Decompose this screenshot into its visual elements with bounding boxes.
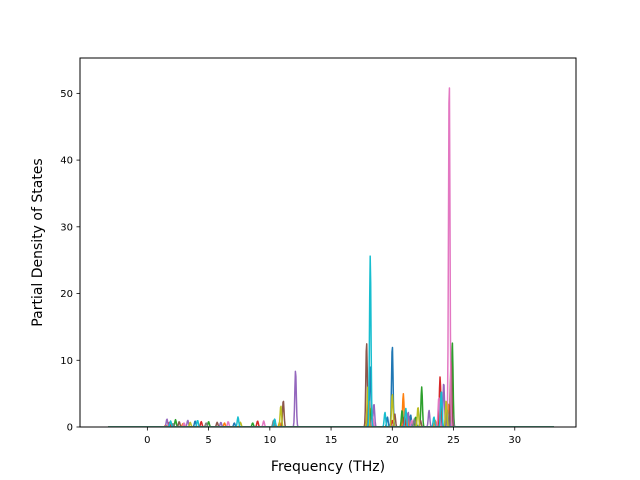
x-tick-label: 5 — [205, 435, 211, 446]
y-axis: 0 10 20 30 40 50 — [60, 89, 80, 434]
y-tick-label: 30 — [60, 222, 73, 233]
x-tick-label: 20 — [386, 435, 399, 446]
y-tick-label: 20 — [60, 289, 73, 300]
y-axis-title: Partial Density of States — [30, 158, 46, 326]
pdos-series-line-2 — [107, 393, 555, 427]
x-axis-title: Frequency (THz) — [271, 459, 385, 475]
x-tick-label: 0 — [144, 435, 150, 446]
y-tick-label: 40 — [60, 156, 73, 167]
x-tick-label: 10 — [263, 435, 276, 446]
plot-frame — [79, 57, 577, 428]
y-tick-label: 10 — [60, 356, 73, 367]
x-tick-label: 15 — [325, 435, 338, 446]
x-tick-label: 30 — [508, 435, 521, 446]
x-axis: 0 5 10 15 20 25 30 — [144, 427, 521, 446]
x-tick-label: 25 — [447, 435, 460, 446]
y-tick-label: 50 — [60, 89, 73, 100]
y-tick-label: 0 — [67, 423, 73, 434]
